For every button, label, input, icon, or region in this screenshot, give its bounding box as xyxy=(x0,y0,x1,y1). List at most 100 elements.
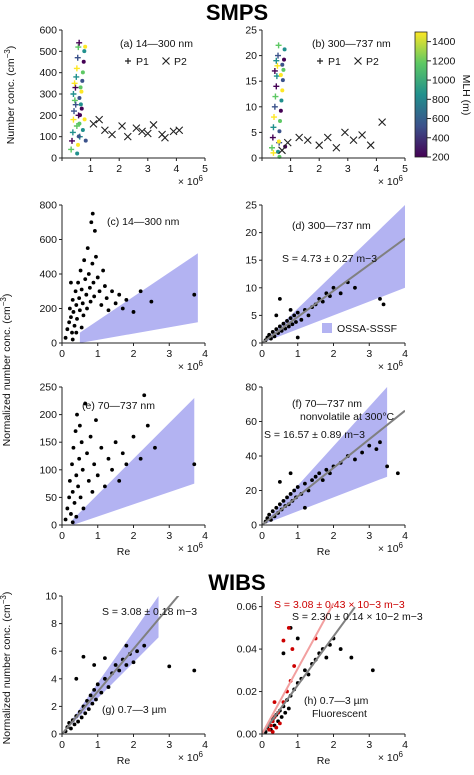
x-tick-label: 3 xyxy=(166,348,172,360)
legend-p2-marker xyxy=(162,57,170,65)
series-s0 xyxy=(263,280,386,343)
data-point xyxy=(73,429,78,434)
data-point xyxy=(69,129,76,136)
data-point xyxy=(95,115,104,124)
data-point xyxy=(72,501,77,505)
panel-f: 0 20 40 60 80 0 1 2 3 4× 106 Re (f) 70—737 nmnonvol… xyxy=(245,382,408,559)
data-point xyxy=(69,512,73,516)
data-point xyxy=(82,258,87,263)
data-point xyxy=(278,146,286,155)
legend-p2: P2 xyxy=(174,56,187,68)
x-multiplier: × 106 xyxy=(178,541,204,556)
x-tick-label: 4 xyxy=(202,739,208,751)
data-point xyxy=(310,478,314,483)
data-point xyxy=(271,103,278,110)
data-point xyxy=(124,297,129,302)
data-point xyxy=(67,478,72,483)
data-point xyxy=(90,701,95,706)
data-point xyxy=(72,722,77,727)
data-point xyxy=(117,478,122,483)
data-point xyxy=(83,138,88,143)
data-point xyxy=(94,254,98,259)
data-point xyxy=(303,136,312,144)
x-tick-label: 4 xyxy=(402,348,408,360)
y-tick-label: 200 xyxy=(39,409,57,421)
data-point xyxy=(80,70,85,75)
norm-y-axis-label-upper: Normalized number conc. (cm−3) xyxy=(0,294,13,447)
data-point xyxy=(303,505,307,510)
data-point xyxy=(315,141,324,150)
data-point xyxy=(76,484,80,489)
slope-annotation: S = 4.73 ± 0.27 m−3 xyxy=(282,253,377,265)
data-point xyxy=(385,464,390,469)
x-tick-label: 0 xyxy=(59,739,65,751)
slope-annotation: S = 16.57 ± 0.89 m−3 xyxy=(264,429,365,441)
legend-ossa-swatch xyxy=(322,323,332,333)
x-tick-label: 3 xyxy=(345,163,351,175)
y-tick-label: 20 xyxy=(245,485,257,497)
fit-line xyxy=(262,606,356,734)
data-point xyxy=(277,296,282,301)
data-point xyxy=(103,656,107,660)
data-point xyxy=(118,122,126,130)
y-tick-label: 25 xyxy=(245,25,257,37)
ossa-sssf-band xyxy=(262,205,405,343)
x-tick-label: 2 xyxy=(116,163,122,175)
data-point xyxy=(274,62,281,69)
y-tick-label: 400 xyxy=(39,67,57,79)
data-point xyxy=(77,456,82,461)
data-point xyxy=(153,445,157,450)
data-point xyxy=(277,721,282,726)
data-point xyxy=(79,89,84,94)
colorbar: 200 400 600 800 1000 1200 1400 MLH (m) xyxy=(414,31,472,164)
data-point xyxy=(276,139,281,144)
slope-annotation: S = 2.30 ± 0.14 × 10−2 m−3 xyxy=(292,611,423,623)
data-point xyxy=(83,277,88,282)
data-point xyxy=(69,137,76,144)
slope-annotation: S = 3.08 ± 0.18 m−3 xyxy=(102,606,197,618)
data-point xyxy=(99,690,104,695)
data-point xyxy=(80,78,85,83)
data-point xyxy=(286,706,291,711)
data-point xyxy=(277,324,282,329)
data-point xyxy=(331,285,336,290)
data-point xyxy=(65,327,70,332)
data-point xyxy=(99,445,104,450)
data-point xyxy=(106,456,111,461)
data-point xyxy=(131,434,136,439)
y-tick-label: 6 xyxy=(51,646,57,658)
data-point xyxy=(78,268,83,273)
data-point xyxy=(269,144,276,151)
data-point xyxy=(135,649,139,654)
y-tick-label: 0 xyxy=(51,153,57,165)
y-tick-label: 0.02 xyxy=(237,686,258,698)
data-point xyxy=(280,78,285,83)
norm-y-axis-label-lower: Normalized number conc. (cm−3) xyxy=(0,592,13,745)
data-point xyxy=(295,335,300,340)
data-point xyxy=(149,121,158,129)
series-P2 xyxy=(89,115,184,142)
data-point xyxy=(281,498,286,503)
section-title-smps: SMPS xyxy=(206,0,268,25)
data-point xyxy=(71,108,78,115)
data-point xyxy=(70,489,75,494)
data-point xyxy=(277,502,282,507)
data-point xyxy=(378,118,387,127)
data-point xyxy=(110,289,114,294)
data-point xyxy=(281,638,286,643)
series-P1 xyxy=(269,42,288,159)
legend-p1: P1 xyxy=(328,56,341,68)
data-point xyxy=(288,471,293,476)
data-point xyxy=(381,302,386,307)
x-tick-label: 1 xyxy=(88,163,94,175)
y-tick-label: 4 xyxy=(51,673,57,685)
data-point xyxy=(286,324,291,329)
data-point xyxy=(338,291,343,296)
data-point xyxy=(70,297,75,302)
x-tick-label: 4 xyxy=(402,739,408,751)
y-tick-label: 25 xyxy=(245,200,257,212)
data-point xyxy=(303,481,307,486)
y-tick-label: 150 xyxy=(39,437,57,449)
panel-label: (b) 300—737 nm xyxy=(312,38,391,50)
